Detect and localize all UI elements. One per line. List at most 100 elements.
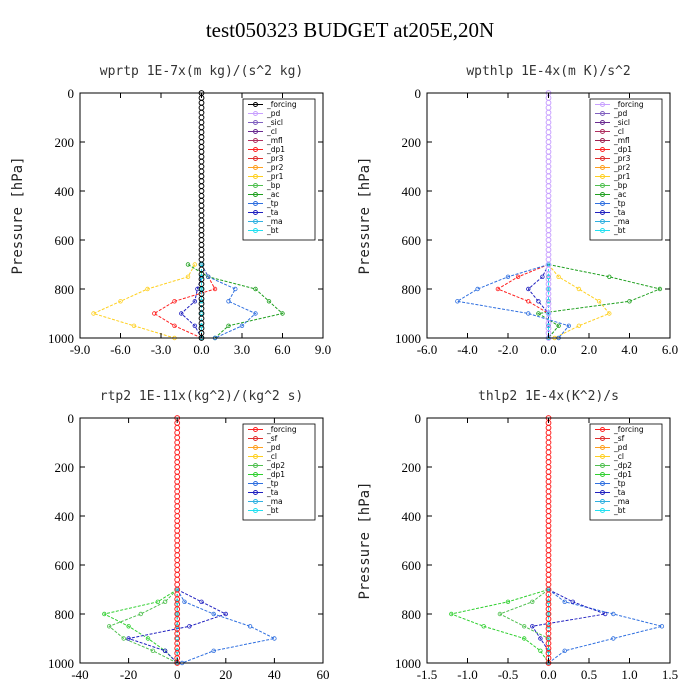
zero-line-marker [545, 168, 552, 175]
data-point [152, 311, 157, 316]
legend-label: _pd [266, 443, 281, 452]
data-point [199, 323, 204, 328]
zero-line-marker [545, 483, 552, 490]
data-point [538, 648, 543, 653]
legend-label: _forcing [266, 100, 297, 109]
x-tick-label: 0.0 [540, 667, 556, 682]
data-point [247, 624, 253, 629]
legend-marker [600, 219, 605, 224]
zero-line-marker [545, 158, 552, 165]
data-point [131, 323, 137, 328]
legend-label: _bt [266, 226, 279, 235]
series-line [102, 589, 178, 664]
data-point [603, 611, 608, 617]
legend-label: _bp [613, 181, 628, 190]
data-point [118, 299, 123, 304]
zero-line-marker [174, 527, 181, 534]
zero-line-marker [198, 212, 205, 219]
zero-line-marker [545, 571, 552, 578]
legend-label: _ta [613, 208, 625, 217]
zero-line-marker [174, 562, 181, 568]
zero-line-marker [545, 454, 552, 461]
legend-marker [600, 201, 605, 206]
legend-label: _forcing [613, 100, 644, 109]
zero-line-marker [545, 124, 552, 131]
x-tick-label: 20 [219, 667, 232, 682]
panel-1: wprtp 1E-7x(m kg)/(s^2 kg) Pressure [hPa]… [10, 64, 331, 357]
legend: _forcing_sf_pd_cl_dp2_dp1_tp_ta_ma_bt [589, 423, 663, 521]
zero-line-marker [545, 508, 552, 515]
zero-line-marker [545, 503, 552, 510]
zero-line-marker [174, 483, 181, 490]
zero-line-marker [198, 237, 205, 243]
legend-marker [600, 129, 605, 134]
series-line [153, 264, 216, 339]
data-point [570, 599, 575, 604]
zero-line-marker [545, 473, 552, 480]
legend-marker [253, 210, 258, 215]
data-point [145, 286, 150, 292]
data-point [546, 611, 551, 617]
zero-line-marker [174, 473, 181, 480]
legend-marker [253, 165, 258, 170]
y-tick-label: 600 [55, 233, 75, 248]
legend-label: _ta [266, 208, 278, 217]
legend-label: _pd [613, 443, 628, 452]
data-point [546, 624, 551, 629]
data-point [226, 299, 231, 304]
legend-marker [600, 174, 605, 179]
x-tick-label: 0.0 [193, 342, 209, 357]
legend-label: _mfl [266, 136, 283, 145]
zero-line-marker [545, 134, 552, 141]
legend-marker [253, 463, 258, 468]
data-point [185, 262, 191, 267]
legend-marker [253, 490, 258, 495]
legend-marker [600, 499, 605, 504]
legend-marker [253, 472, 258, 477]
data-point [162, 648, 168, 653]
zero-line-marker [198, 134, 205, 141]
data-point [192, 262, 197, 267]
zero-line-marker [198, 183, 205, 190]
zero-line-marker [174, 493, 181, 500]
zero-line-marker [198, 242, 205, 248]
data-point [546, 599, 551, 604]
zero-line-marker [545, 188, 552, 194]
zero-line-marker [198, 109, 205, 116]
data-point [174, 611, 180, 617]
data-point [526, 299, 531, 304]
series-line [176, 589, 276, 664]
data-point [540, 274, 545, 279]
data-point [226, 323, 231, 328]
zero-line-marker [174, 434, 181, 441]
data-point [522, 636, 527, 641]
zero-line-marker [198, 168, 205, 175]
zero-line-marker [545, 178, 552, 185]
panel-3: rtp2 1E-11x(kg^2)/(kg^2 s)-40 -20 0 20 40 600… [48, 389, 330, 682]
zero-line-marker [545, 119, 552, 126]
data-point [530, 599, 535, 604]
data-point [145, 636, 151, 641]
legend-label: _ma [266, 497, 283, 506]
zero-line-marker [174, 429, 181, 436]
y-tick-label: 1000 [48, 656, 74, 671]
zero-line-marker [545, 251, 552, 258]
legend-label: _tp [266, 479, 279, 488]
zero-line-marker [545, 542, 552, 549]
legend-marker [253, 102, 258, 107]
data-point [546, 636, 551, 641]
data-point [536, 299, 541, 304]
data-point [233, 286, 238, 292]
data-point [562, 648, 567, 653]
legend-marker [600, 472, 605, 477]
zero-line-marker [545, 498, 552, 505]
legend-marker [253, 228, 258, 233]
series-line [180, 264, 202, 339]
data-point [106, 624, 112, 629]
legend-marker [600, 490, 605, 495]
data-point [530, 624, 535, 629]
legend-marker [600, 192, 605, 197]
y-axis-label: Pressure [hPa] [357, 481, 373, 599]
zero-line-marker [545, 532, 552, 539]
